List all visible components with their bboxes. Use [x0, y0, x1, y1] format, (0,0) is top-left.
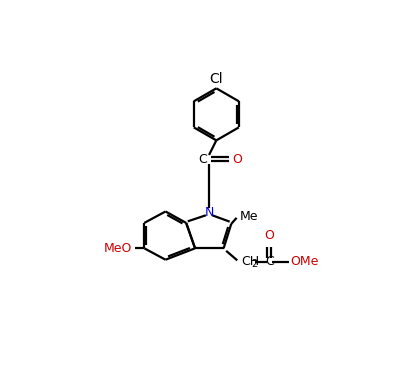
Text: 2: 2 [251, 259, 258, 269]
Text: O: O [264, 229, 274, 242]
Text: MeO: MeO [104, 242, 132, 255]
Text: O: O [232, 153, 242, 166]
Text: C: C [198, 153, 207, 166]
Text: C: C [265, 256, 274, 269]
Text: Me: Me [240, 210, 258, 223]
Text: CH: CH [242, 256, 260, 269]
Text: N: N [204, 206, 214, 219]
Text: Cl: Cl [210, 72, 223, 86]
Text: OMe: OMe [290, 256, 319, 269]
